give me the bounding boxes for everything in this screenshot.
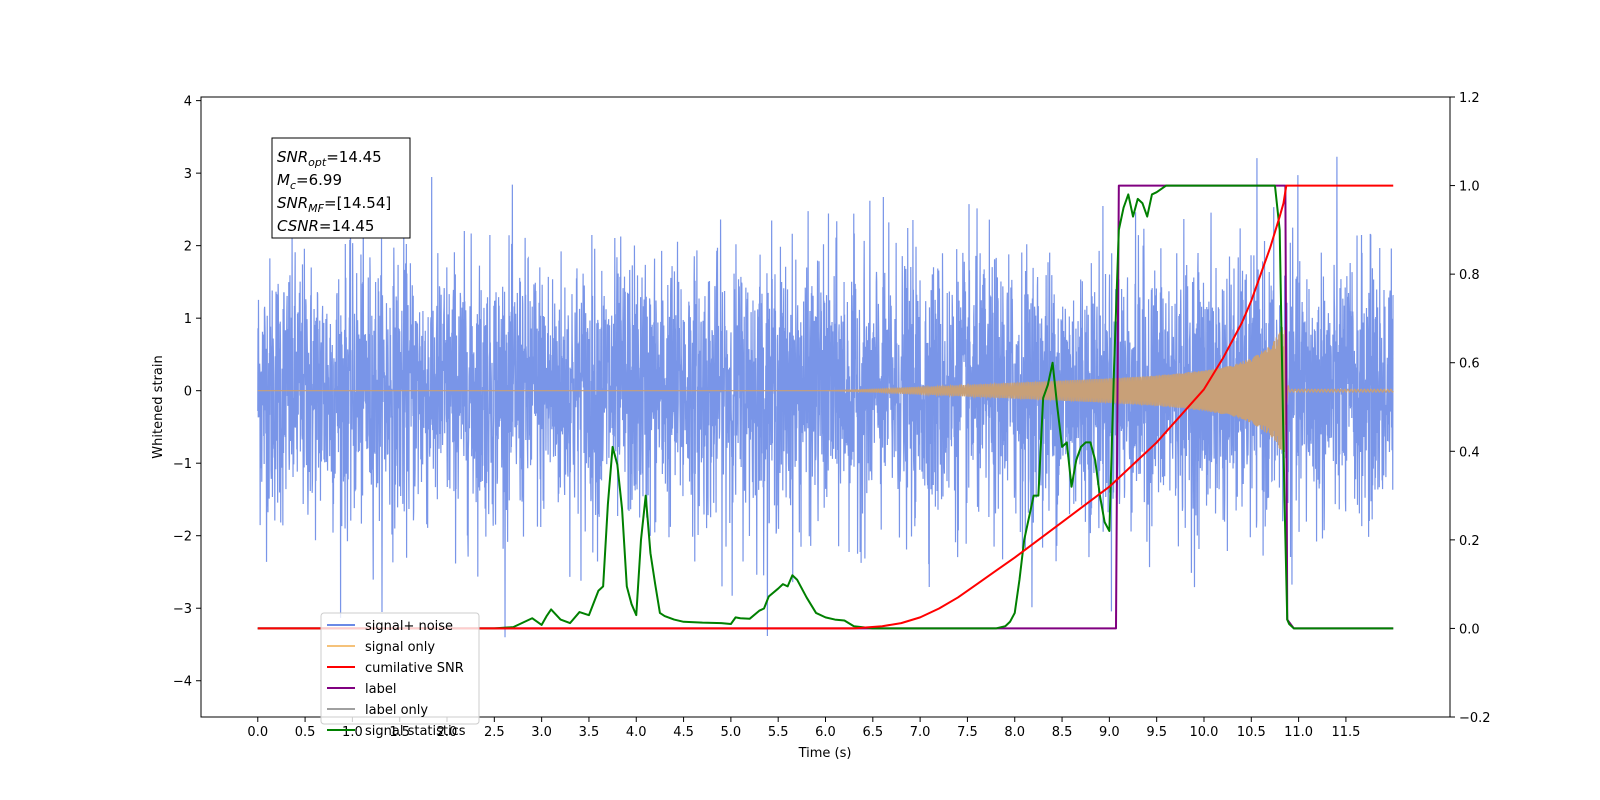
x-tick-label: 8.5 [1052, 725, 1073, 740]
x-tick-label: 5.5 [768, 725, 789, 740]
x-tick-label: 9.0 [1099, 725, 1120, 740]
y-left-tick-label: 4 [184, 95, 192, 110]
x-tick-label: 2.5 [484, 725, 505, 740]
x-tick-label: 3.5 [579, 725, 600, 740]
legend-entry: label only [327, 703, 428, 718]
x-tick-label: 3.0 [531, 725, 552, 740]
legend-label: signal+ noise [365, 619, 453, 634]
x-tick-label: 11.5 [1331, 725, 1360, 740]
legend-label: label [365, 682, 396, 697]
legend-frame [320, 612, 480, 725]
x-tick-label: 10.0 [1190, 725, 1219, 740]
annotation-frame [271, 137, 411, 239]
x-axis-label: Time (s) [798, 746, 852, 761]
x-tick-label: 1.5 [389, 725, 410, 740]
y-left-tick-label: 2 [184, 240, 192, 255]
y-left-tick-label: 3 [184, 167, 192, 182]
x-tick-label: 1.0 [342, 725, 363, 740]
annotation-line: CSNR=14.45 [277, 217, 374, 235]
y-axis-label: Whitened strain [151, 355, 166, 458]
x-tick-label: 8.0 [1004, 725, 1025, 740]
legend: signal+ noise signal only cumilative SNR la… [320, 612, 480, 739]
y-left-tick-label: −4 [173, 675, 192, 690]
y-left-tick-label: 0 [184, 385, 192, 400]
x-tick-label: 10.5 [1237, 725, 1266, 740]
legend-entry: signal only [327, 640, 435, 655]
y-left-tick-label: 1 [184, 312, 192, 327]
series-layer [257, 156, 1394, 638]
x-tick-label: 7.0 [910, 725, 931, 740]
x-tick-label: 11.0 [1284, 725, 1313, 740]
y-left-tick-label: −3 [173, 602, 192, 617]
legend-entry: label [327, 682, 396, 697]
y-right-tick-label: 1.2 [1459, 91, 1480, 106]
x-axis-ticks: 0.0 0.5 1.0 1.5 2.0 2.5 3.0 3.5 4.0 4.5 5.0 5.5 6.0 6… [247, 717, 1360, 740]
x-tick-label: 4.0 [626, 725, 647, 740]
y-right-tick-label: 0.8 [1459, 268, 1480, 283]
x-tick-label: 0.0 [247, 725, 268, 740]
legend-entry: cumilative SNR [327, 661, 464, 676]
legend-label: signal statistics [365, 724, 466, 739]
x-tick-label: 0.5 [295, 725, 316, 740]
right-y-axis-ticks: −0.2 0.0 0.2 0.4 0.6 0.8 1.0 1.2 [1450, 91, 1491, 726]
legend-entry: signal+ noise [327, 619, 453, 634]
y-left-tick-label: −1 [173, 457, 192, 472]
y-right-tick-label: 0.6 [1459, 357, 1480, 372]
x-tick-label: 2.0 [437, 725, 458, 740]
x-tick-label: 7.5 [957, 725, 978, 740]
y-left-tick-label: −2 [173, 530, 192, 545]
annotation-line: Mc=6.99 [277, 171, 342, 192]
x-tick-label: 9.5 [1146, 725, 1167, 740]
y-right-tick-label: 1.0 [1459, 180, 1480, 195]
left-y-axis-ticks: −4 −3 −2 −1 0 1 2 3 4 [173, 95, 201, 690]
legend-entry: signal statistics [327, 724, 466, 739]
annotation-line: SNRMF=[14.54] [277, 194, 391, 215]
legend-label: cumilative SNR [365, 661, 464, 676]
x-tick-label: 5.0 [721, 725, 742, 740]
y-right-tick-label: −0.2 [1459, 711, 1491, 726]
series-signal-plus-noise [257, 156, 1394, 638]
legend-label: signal only [365, 640, 435, 655]
annotation-line: SNRopt=14.45 [277, 148, 382, 169]
y-right-tick-label: 0.0 [1459, 622, 1480, 637]
x-tick-label: 6.0 [815, 725, 836, 740]
legend-label: label only [365, 703, 428, 718]
series-signal-only [257, 327, 1394, 458]
x-tick-label: 6.5 [862, 725, 883, 740]
x-tick-label: 4.5 [673, 725, 694, 740]
y-right-tick-label: 0.4 [1459, 445, 1480, 460]
series-cumulative-snr [257, 184, 1394, 630]
y-right-tick-label: 0.2 [1459, 534, 1480, 549]
